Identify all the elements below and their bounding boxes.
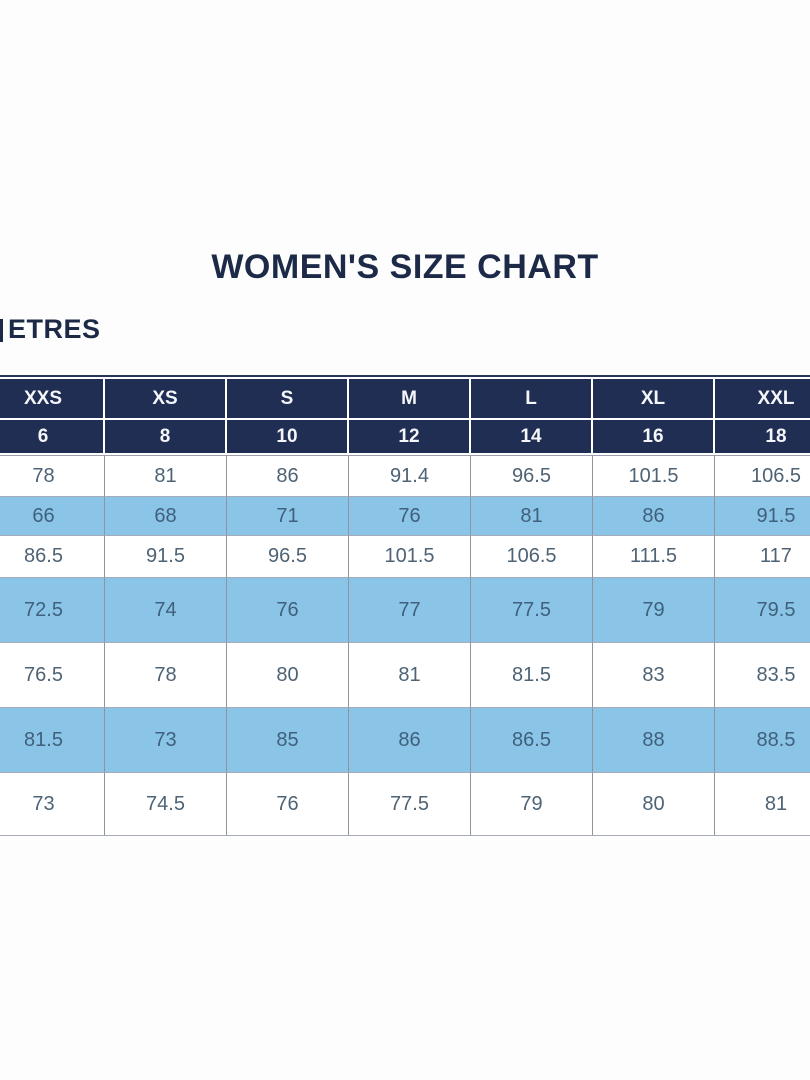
size-header-cell: M <box>349 377 471 420</box>
table-row: 72.5 74 76 77 77.5 79 79.5 <box>0 578 810 643</box>
table-row: 81.5 73 85 86 86.5 88 88.5 <box>0 708 810 773</box>
size-cell: 81 <box>105 455 227 497</box>
size-cell: 88.5 <box>715 708 810 773</box>
size-cell: 78 <box>0 455 105 497</box>
size-cell: 86 <box>593 497 715 536</box>
table-row: 78 81 86 91.4 96.5 101.5 106.5 <box>0 455 810 497</box>
size-cell: 80 <box>227 643 349 708</box>
numeric-header-cell: 8 <box>105 420 227 455</box>
size-cell: 79.5 <box>715 578 810 643</box>
table-row: 76.5 78 80 81 81.5 83 83.5 <box>0 643 810 708</box>
size-cell: 91.4 <box>349 455 471 497</box>
size-cell: 81 <box>715 773 810 836</box>
size-cell: 79 <box>471 773 593 836</box>
size-cell: 71 <box>227 497 349 536</box>
size-header-cell: S <box>227 377 349 420</box>
cutoff-letter-fragment <box>0 319 3 342</box>
numeric-header-cell: 12 <box>349 420 471 455</box>
size-cell: 83.5 <box>715 643 810 708</box>
size-header-cell: XXS <box>0 377 105 420</box>
size-header-cell: XS <box>105 377 227 420</box>
size-cell: 117 <box>715 536 810 578</box>
size-cell: 76.5 <box>0 643 105 708</box>
unit-label: ETRES <box>8 314 101 344</box>
size-cell: 101.5 <box>593 455 715 497</box>
numeric-header-cell: 16 <box>593 420 715 455</box>
size-cell: 81.5 <box>471 643 593 708</box>
size-cell: 72.5 <box>0 578 105 643</box>
size-cell: 86 <box>227 455 349 497</box>
size-cell: 76 <box>227 773 349 836</box>
page-title: WOMEN'S SIZE CHART <box>211 248 599 286</box>
size-cell: 73 <box>105 708 227 773</box>
size-cell: 74 <box>105 578 227 643</box>
size-cell: 76 <box>227 578 349 643</box>
size-cell: 81 <box>471 497 593 536</box>
table-row: 73 74.5 76 77.5 79 80 81 <box>0 773 810 836</box>
numeric-header-cell: 6 <box>0 420 105 455</box>
size-cell: 76 <box>349 497 471 536</box>
size-chart-body: 78 81 86 91.4 96.5 101.5 106.5 66 68 71 76 81 86 91.5… <box>0 455 810 836</box>
size-cell: 68 <box>105 497 227 536</box>
size-cell: 106.5 <box>471 536 593 578</box>
size-cell: 80 <box>593 773 715 836</box>
size-header-cell: XXL <box>715 377 810 420</box>
header-row-sizes: XXS XS S M L XL XXL <box>0 377 810 420</box>
size-cell: 96.5 <box>471 455 593 497</box>
size-cell: 86 <box>349 708 471 773</box>
size-cell: 73 <box>0 773 105 836</box>
size-cell: 66 <box>0 497 105 536</box>
numeric-header-cell: 18 <box>715 420 810 455</box>
size-header-cell: L <box>471 377 593 420</box>
size-cell: 81 <box>349 643 471 708</box>
size-cell: 91.5 <box>715 497 810 536</box>
size-cell: 77.5 <box>349 773 471 836</box>
size-cell: 85 <box>227 708 349 773</box>
size-cell: 106.5 <box>715 455 810 497</box>
numeric-header-cell: 14 <box>471 420 593 455</box>
size-cell: 101.5 <box>349 536 471 578</box>
size-header-cell: XL <box>593 377 715 420</box>
size-cell: 96.5 <box>227 536 349 578</box>
size-cell: 77.5 <box>471 578 593 643</box>
size-cell: 88 <box>593 708 715 773</box>
size-cell: 111.5 <box>593 536 715 578</box>
size-cell: 81.5 <box>0 708 105 773</box>
size-cell: 86.5 <box>471 708 593 773</box>
size-cell: 86.5 <box>0 536 105 578</box>
size-cell: 77 <box>349 578 471 643</box>
table-row: 66 68 71 76 81 86 91.5 <box>0 497 810 536</box>
size-cell: 74.5 <box>105 773 227 836</box>
size-chart-table: XXS XS S M L XL XXL 6 8 10 12 14 16 18 7… <box>0 375 810 836</box>
header-row-numeric: 6 8 10 12 14 16 18 <box>0 420 810 455</box>
size-cell: 91.5 <box>105 536 227 578</box>
size-cell: 83 <box>593 643 715 708</box>
numeric-header-cell: 10 <box>227 420 349 455</box>
table-row: 86.5 91.5 96.5 101.5 106.5 111.5 117 <box>0 536 810 578</box>
size-cell: 78 <box>105 643 227 708</box>
size-cell: 79 <box>593 578 715 643</box>
